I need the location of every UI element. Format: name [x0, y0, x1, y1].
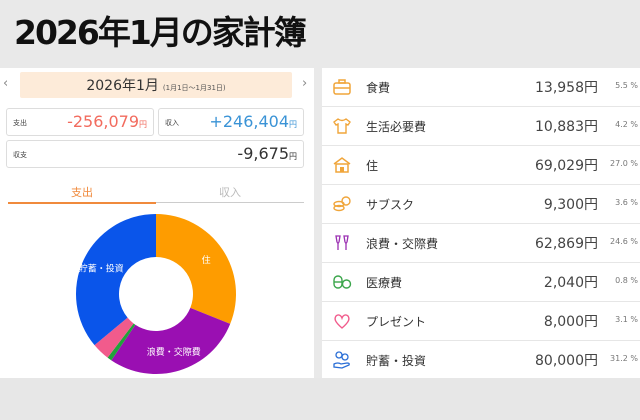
- champagne-icon: [335, 235, 349, 250]
- savings-icon: [333, 351, 350, 369]
- donut-slice-label: 住: [202, 254, 211, 266]
- category-amount: 80,000円: [535, 353, 598, 369]
- summary-panel: ‹ 2026年1月 (1月1日～1月31日) › 支出 -256,079円 収入 …: [0, 68, 314, 378]
- pills-icon: [333, 275, 352, 289]
- category-amount: 69,029円: [535, 158, 598, 174]
- category-amount: 8,000円: [543, 314, 598, 330]
- income-unit: 円: [289, 120, 297, 129]
- category-row[interactable]: プレゼント 8,000円 3.1 %: [322, 302, 640, 341]
- donut-slice[interactable]: [111, 307, 231, 374]
- donut-slice[interactable]: [156, 214, 236, 324]
- category-row[interactable]: サブスク 9,300円 3.6 %: [322, 185, 640, 224]
- balance-box: 収支 -9,675円: [6, 140, 304, 168]
- bottom-band: [0, 378, 640, 420]
- lunchbox-icon: [333, 79, 351, 95]
- expense-box: 支出 -256,079円: [6, 108, 154, 136]
- expense-unit: 円: [139, 120, 147, 129]
- category-amount: 62,869円: [535, 236, 598, 252]
- donut-slice-label: 貯蓄・投資: [79, 262, 124, 274]
- category-percent: 3.6 %: [615, 198, 638, 207]
- month-selector[interactable]: 2026年1月 (1月1日～1月31日): [20, 72, 292, 98]
- category-percent: 4.2 %: [615, 120, 638, 129]
- category-name: 貯蓄・投資: [366, 354, 427, 368]
- category-name: 浪費・交際費: [366, 237, 439, 251]
- category-name: プレゼント: [366, 315, 427, 329]
- balance-unit: 円: [289, 152, 297, 161]
- category-row[interactable]: 貯蓄・投資 80,000円 31.2 %: [322, 341, 640, 379]
- balance-value: -9,675: [237, 144, 289, 163]
- expense-value: -256,079: [67, 112, 139, 131]
- type-tabs: 支出 収入: [8, 184, 304, 206]
- page-title: 2026年1月の家計簿: [14, 13, 307, 52]
- balance-label: 収支: [13, 151, 27, 159]
- category-percent: 0.8 %: [615, 276, 638, 285]
- donut-slice-label: 浪費・交際費: [147, 346, 201, 358]
- category-percent: 3.1 %: [615, 315, 638, 324]
- category-amount: 13,958円: [535, 80, 598, 96]
- income-value: +246,404: [209, 112, 289, 131]
- category-amount: 9,300円: [543, 197, 598, 213]
- category-percent: 5.5 %: [615, 81, 638, 90]
- category-list: 食費 13,958円 5.5 % 生活必要費 10,883円 4.2 % 住 6…: [322, 68, 640, 378]
- month-range: (1月1日～1月31日): [162, 84, 226, 92]
- prev-month-button[interactable]: ‹: [3, 76, 9, 91]
- donut-slice[interactable]: [94, 317, 134, 358]
- expense-donut-chart: 住浪費・交際費 貯蓄・投資: [76, 214, 236, 374]
- expense-label: 支出: [13, 119, 27, 127]
- category-row[interactable]: 浪費・交際費 62,869円 24.6 %: [322, 224, 640, 263]
- category-name: 医療費: [366, 276, 403, 290]
- category-row[interactable]: 食費 13,958円 5.5 %: [322, 68, 640, 107]
- category-name: サブスク: [366, 198, 415, 212]
- category-row[interactable]: 医療費 2,040円 0.8 %: [322, 263, 640, 302]
- income-label: 収入: [165, 119, 179, 127]
- category-row[interactable]: 住 69,029円 27.0 %: [322, 146, 640, 185]
- coins-icon: [333, 196, 351, 212]
- donut-slice[interactable]: [107, 323, 136, 361]
- category-percent: 27.0 %: [610, 159, 638, 168]
- category-amount: 10,883円: [535, 119, 598, 135]
- tab-income[interactable]: 収入: [156, 184, 304, 203]
- category-percent: 31.2 %: [610, 354, 638, 363]
- tab-expense[interactable]: 支出: [8, 184, 156, 204]
- category-name: 食費: [366, 81, 391, 95]
- category-amount: 2,040円: [543, 275, 598, 291]
- next-month-button[interactable]: ›: [302, 76, 308, 91]
- shirt-icon: [333, 118, 351, 134]
- income-box: 収入 +246,404円: [158, 108, 304, 136]
- category-name: 生活必要費: [366, 120, 427, 134]
- category-row[interactable]: 生活必要費 10,883円 4.2 %: [322, 107, 640, 146]
- donut-slice[interactable]: [76, 214, 156, 346]
- heart-icon: [334, 314, 350, 329]
- month-label: 2026年1月: [86, 78, 159, 94]
- house-icon: [333, 157, 351, 173]
- category-percent: 24.6 %: [610, 237, 638, 246]
- category-name: 住: [366, 159, 379, 173]
